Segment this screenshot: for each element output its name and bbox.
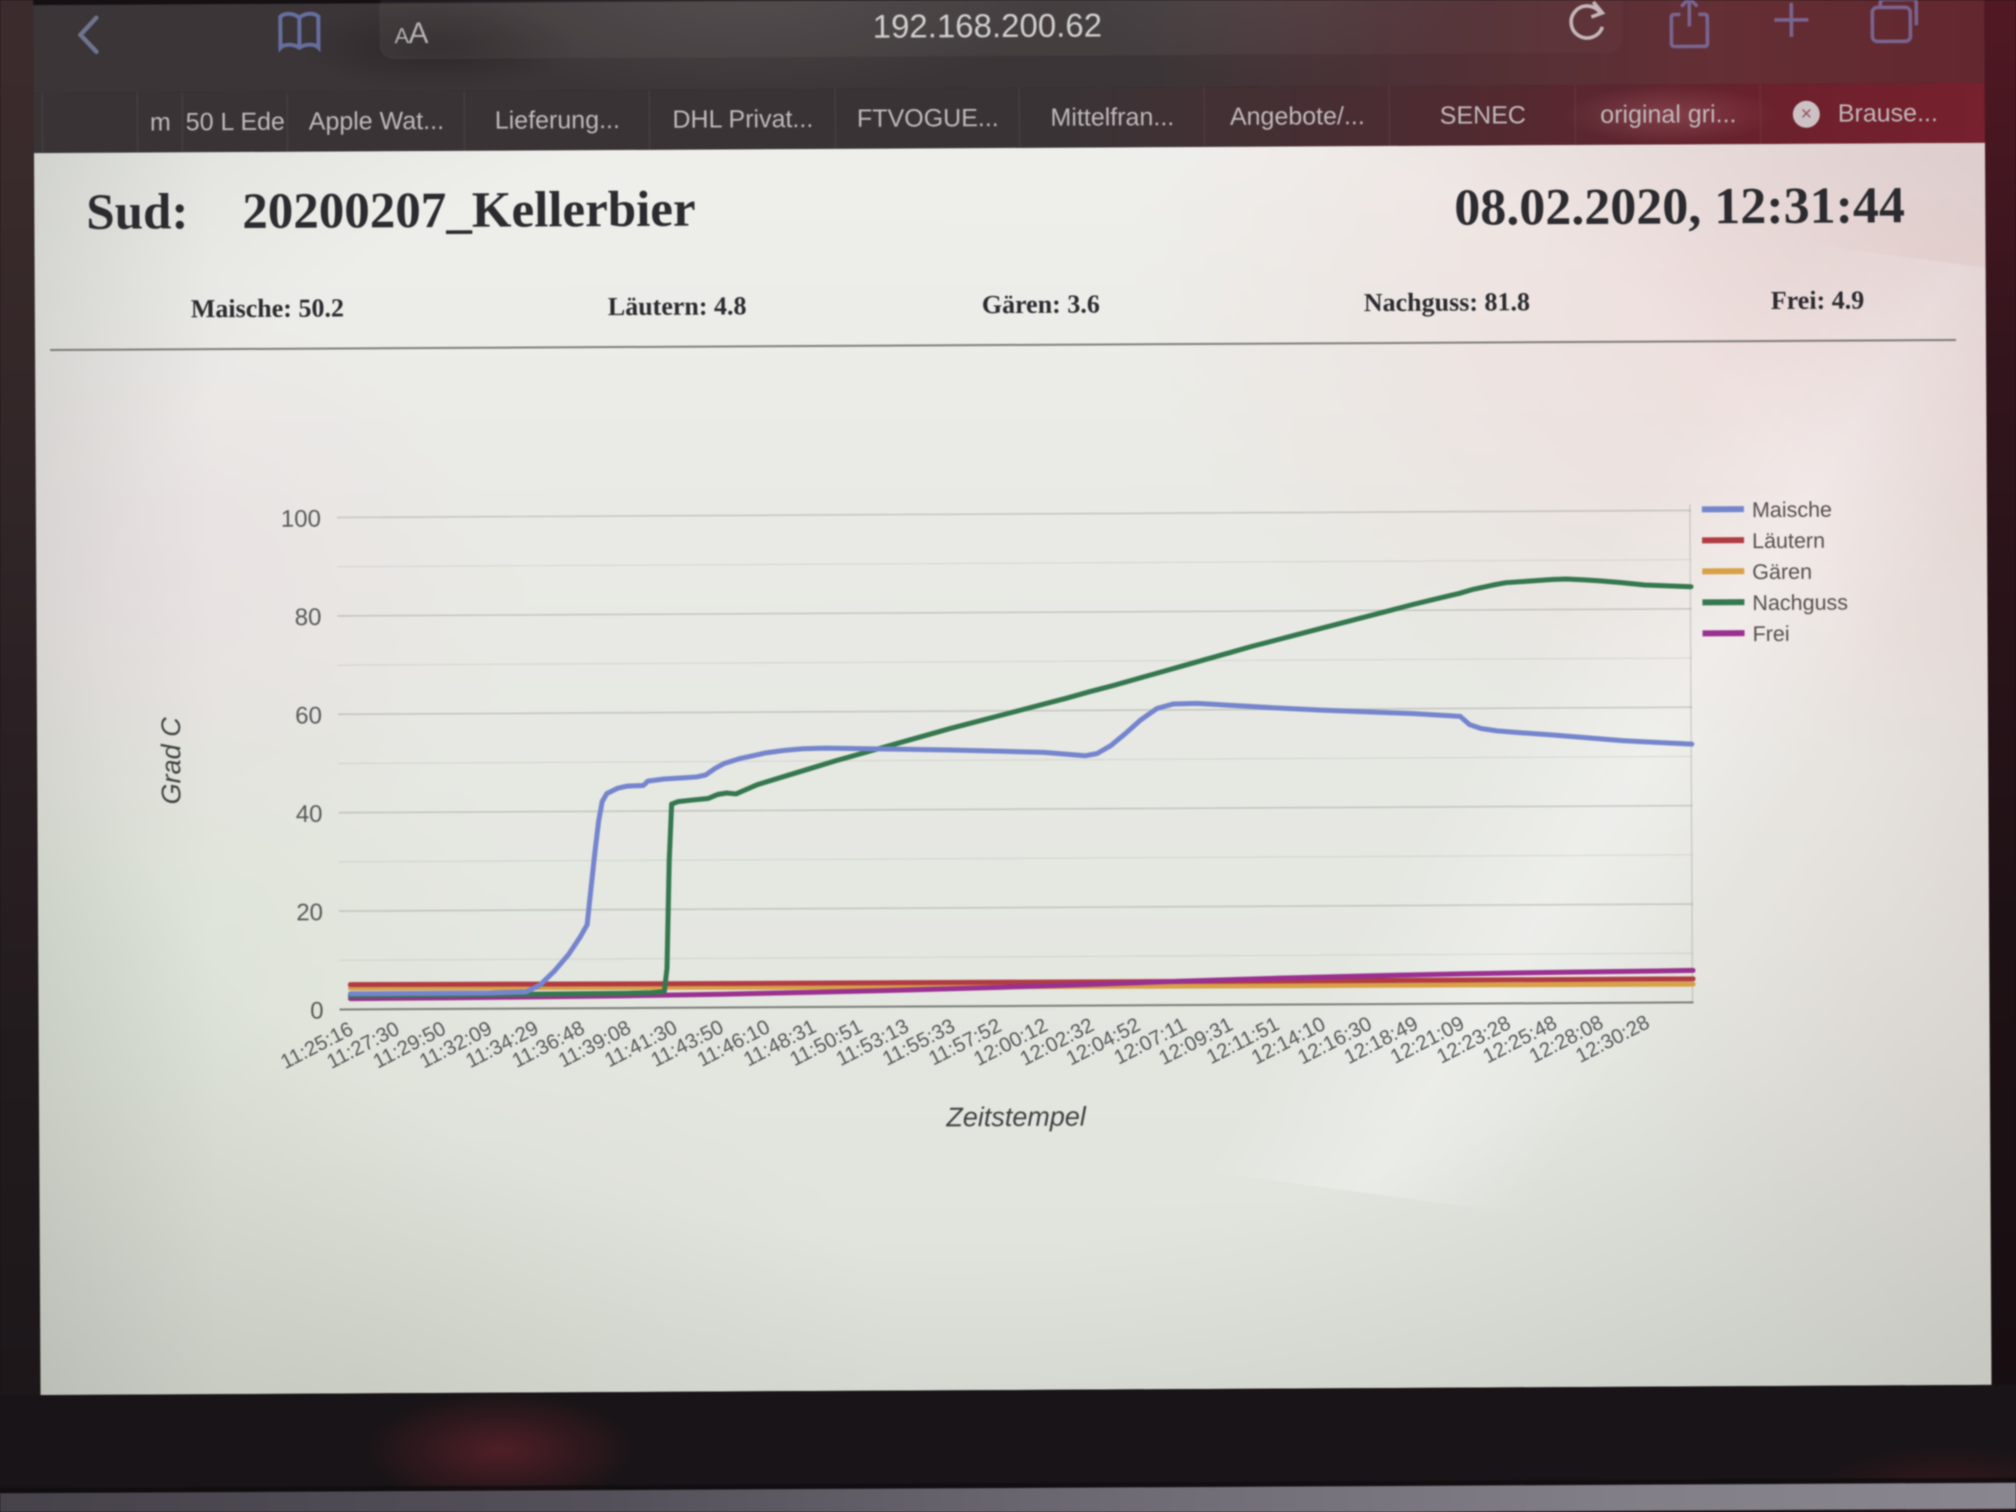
svg-text:100: 100 xyxy=(281,506,321,533)
svg-text:60: 60 xyxy=(295,702,322,729)
svg-text:Maische: Maische xyxy=(1752,498,1832,522)
svg-text:Gären: Gären xyxy=(1752,560,1812,584)
svg-text:80: 80 xyxy=(295,604,322,631)
svg-text:Frei: Frei xyxy=(1752,622,1789,646)
svg-text:20: 20 xyxy=(296,899,323,926)
svg-text:0: 0 xyxy=(310,998,324,1025)
svg-text:Grad C: Grad C xyxy=(156,717,186,805)
svg-text:A: A xyxy=(394,23,409,48)
svg-text:Zeitstempel: Zeitstempel xyxy=(945,1102,1087,1133)
svg-text:Nachguss: Nachguss xyxy=(1752,591,1848,616)
svg-text:Läutern: Läutern xyxy=(1752,529,1825,553)
svg-text:40: 40 xyxy=(296,801,323,828)
svg-text:A: A xyxy=(408,17,428,50)
